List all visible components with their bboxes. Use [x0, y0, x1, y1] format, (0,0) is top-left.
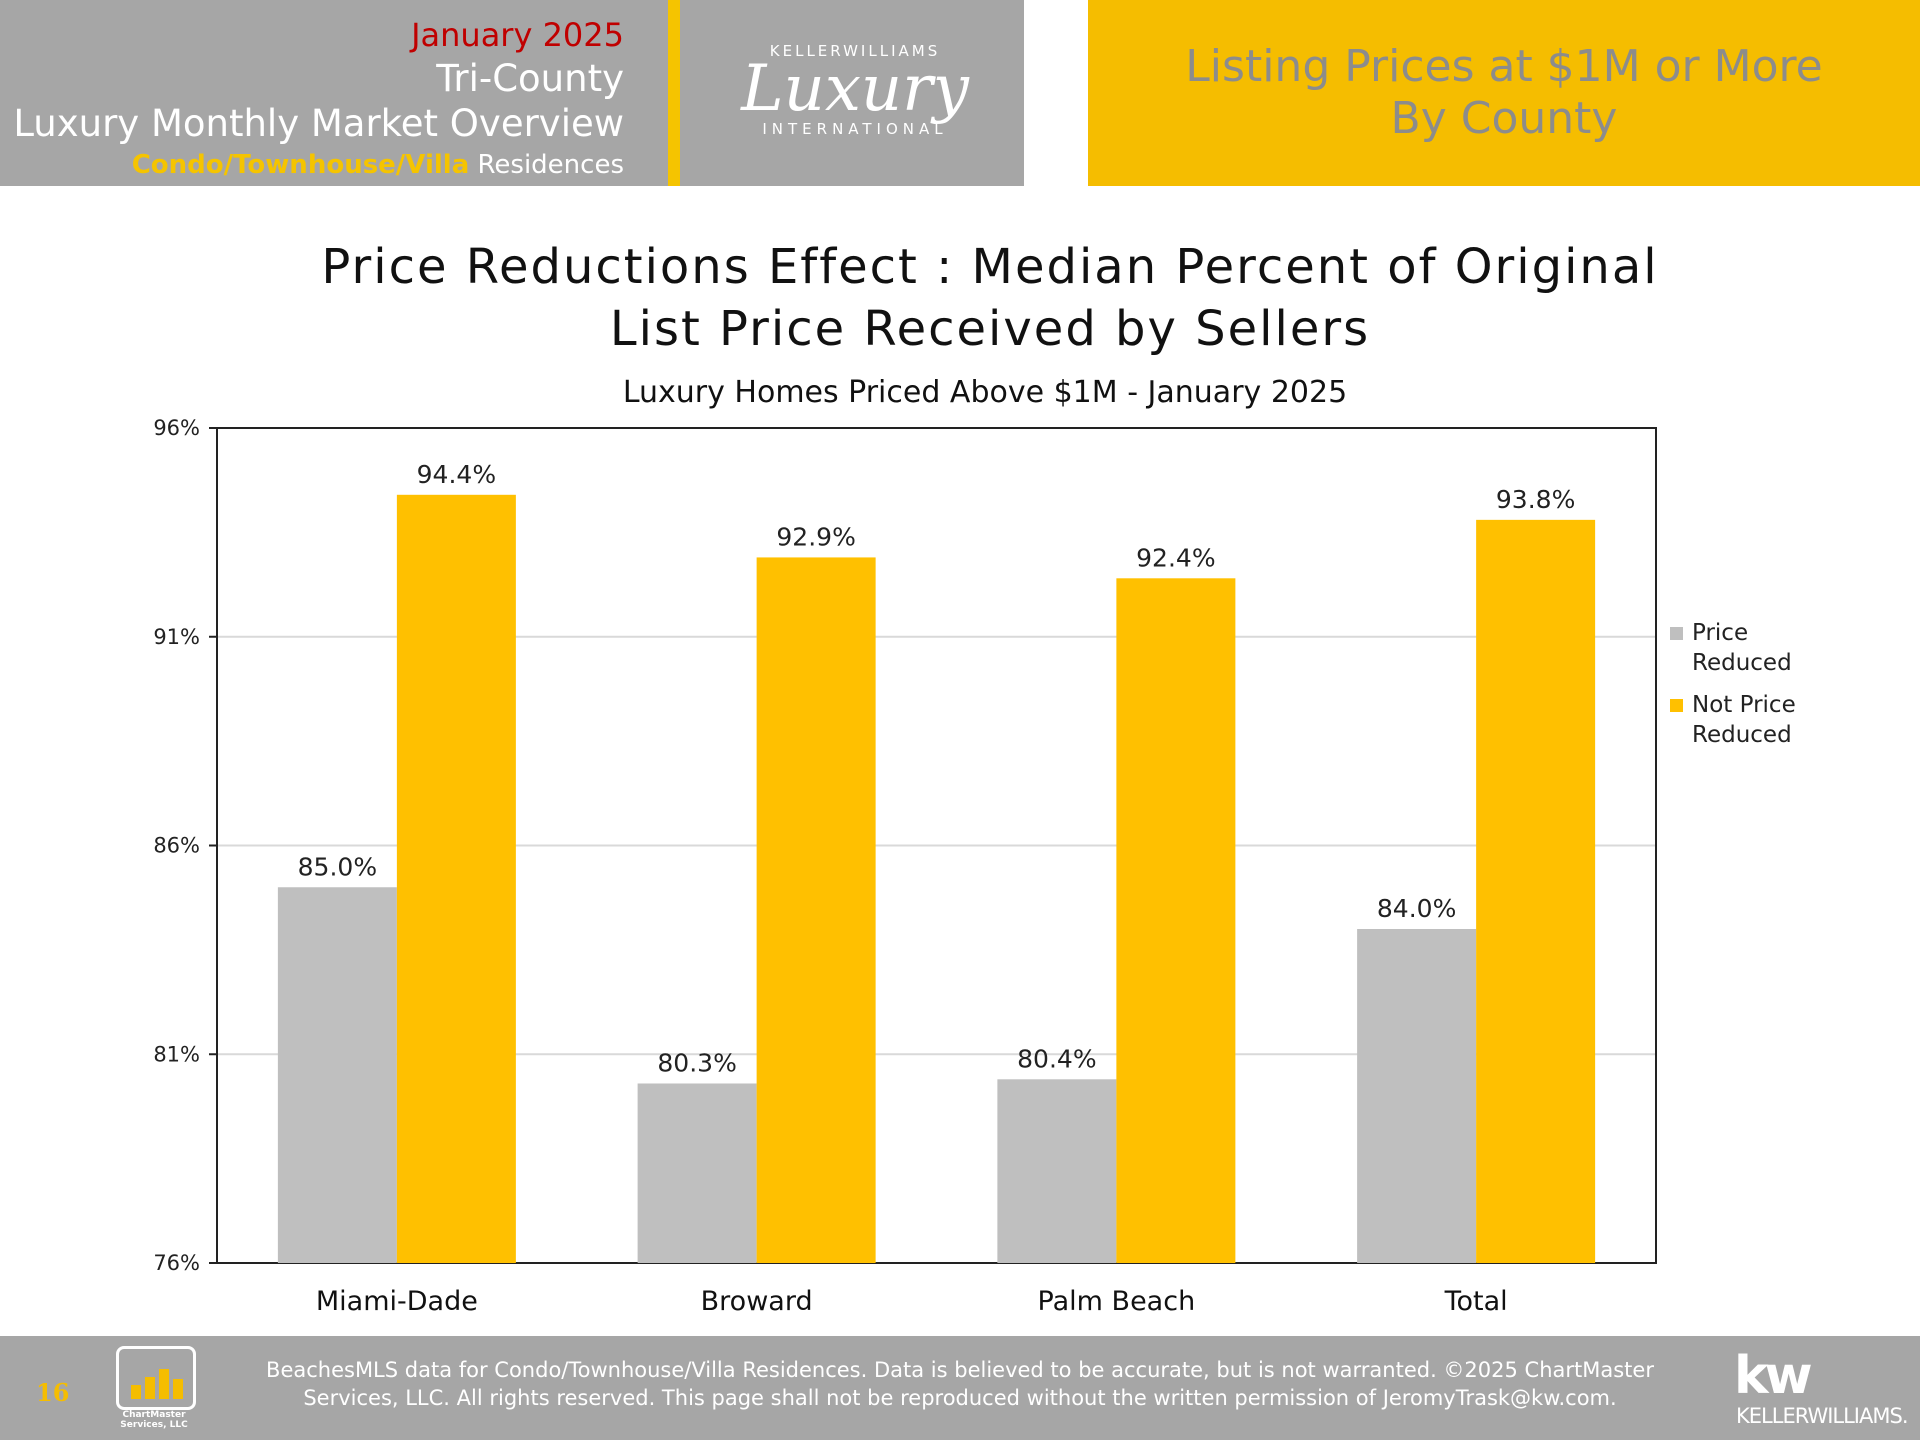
bar-not-price-reduced — [1476, 519, 1596, 1263]
bar-not-price-reduced — [396, 494, 516, 1263]
header-divider-stripe — [668, 0, 680, 186]
x-category-label: Miami-Dade — [316, 1286, 478, 1317]
x-category-label: Total — [1444, 1286, 1508, 1317]
legend-label-price-reduced-1: Price — [1692, 620, 1749, 646]
bar-not-price-reduced — [756, 557, 876, 1263]
bar-price-reduced — [637, 1083, 757, 1263]
report-title: Luxury Monthly Market Overview — [13, 102, 624, 145]
bar-price-reduced — [277, 887, 397, 1263]
chartmaster-logo-text: ChartMaster Services, LLC — [104, 1410, 204, 1430]
legend-label-not-price-reduced-2: Reduced — [1692, 722, 1792, 748]
bar-chart: 96% 91% 86% 81% 76% 85.0% 94.4% Miami-Dade 80.3%… — [153, 416, 1657, 1317]
chart-title-line2: List Price Received by Sellers — [609, 301, 1371, 357]
luxury-international-logo: KELLERWILLIAMS Luxury INTERNATIONAL — [686, 0, 1024, 186]
data-label: 94.4% — [417, 460, 496, 489]
chartmaster-logo-bar — [145, 1377, 155, 1399]
chartmaster-logo-bar — [131, 1385, 141, 1399]
data-label: 92.4% — [1136, 543, 1215, 572]
kw-logo-mark: kw — [1734, 1346, 1813, 1406]
section-title-line2: By County — [1390, 93, 1618, 144]
chartmaster-logo-line1: ChartMaster — [122, 1410, 186, 1420]
header-banner: January 2025 Tri-County Luxury Monthly M… — [0, 0, 1024, 186]
bar-price-reduced — [997, 1079, 1117, 1263]
y-tick-label: 96% — [153, 416, 200, 440]
report-header-text: January 2025 Tri-County Luxury Monthly M… — [13, 14, 624, 184]
y-tick-label: 81% — [153, 1042, 200, 1066]
data-label: 84.0% — [1377, 894, 1456, 923]
legend-label-price-reduced-2: Reduced — [1692, 650, 1792, 676]
footer-disclaimer-line1: BeachesMLS data for Condo/Townhouse/Vill… — [266, 1358, 1654, 1382]
footer: 16 ChartMaster Services, LLC BeachesMLS … — [0, 1336, 1920, 1440]
x-category-label: Broward — [701, 1286, 813, 1317]
data-label: 92.9% — [776, 522, 855, 551]
chartmaster-logo-bar — [173, 1379, 183, 1399]
chart-title-line1: Price Reductions Effect : Median Percent… — [321, 239, 1659, 295]
logo-international-text: INTERNATIONAL — [762, 120, 948, 138]
logo-script-text: Luxury — [741, 52, 969, 126]
bar-price-reduced — [1357, 929, 1477, 1263]
kw-logo-name: KELLERWILLIAMS. — [1736, 1404, 1908, 1428]
data-label: 93.8% — [1496, 485, 1575, 514]
legend-label-not-price-reduced-1: Not Price — [1692, 692, 1796, 718]
property-type-accent: Condo/Townhouse/Villa — [131, 150, 470, 180]
section-header: Listing Prices at $1M or More By County — [1088, 0, 1920, 186]
y-tick-label: 91% — [153, 625, 200, 649]
x-category-label: Palm Beach — [1038, 1286, 1196, 1317]
data-label: 80.4% — [1017, 1044, 1096, 1073]
chartmaster-logo-line2: Services, LLC — [120, 1420, 188, 1430]
data-label: 85.0% — [298, 852, 377, 881]
logo-brand-text: KELLERWILLIAMS — [769, 42, 941, 60]
footer-disclaimer: BeachesMLS data for Condo/Townhouse/Vill… — [250, 1356, 1670, 1412]
chartmaster-logo-icon — [116, 1346, 196, 1410]
chart-legend: Price Reduced Not Price Reduced — [1670, 618, 1796, 762]
chart-subtitle: Luxury Homes Priced Above $1M - January … — [622, 375, 1348, 410]
bar-not-price-reduced — [1116, 578, 1236, 1263]
y-tick-label: 76% — [153, 1251, 200, 1275]
report-region: Tri-County — [436, 57, 624, 100]
legend-item-not-price-reduced: Not Price Reduced — [1670, 690, 1796, 750]
plot-area-border — [216, 427, 1657, 1264]
legend-item-price-reduced: Price Reduced — [1670, 618, 1796, 678]
chart-title: Price Reductions Effect : Median Percent… — [0, 236, 1920, 360]
y-tick-label: 86% — [153, 834, 200, 858]
property-type-rest: Residences — [469, 150, 625, 180]
chartmaster-logo-bar — [159, 1369, 169, 1399]
legend-swatch-not-price-reduced — [1670, 699, 1683, 712]
property-type: Condo/Townhouse/Villa Residences — [13, 146, 624, 184]
report-month: January 2025 — [411, 16, 624, 54]
legend-swatch-price-reduced — [1670, 627, 1683, 640]
data-label: 80.3% — [657, 1048, 736, 1077]
page-number: 16 — [36, 1378, 70, 1407]
footer-disclaimer-line2: Services, LLC. All rights reserved. This… — [303, 1386, 1617, 1410]
section-title-line1: Listing Prices at $1M or More — [1185, 41, 1823, 92]
